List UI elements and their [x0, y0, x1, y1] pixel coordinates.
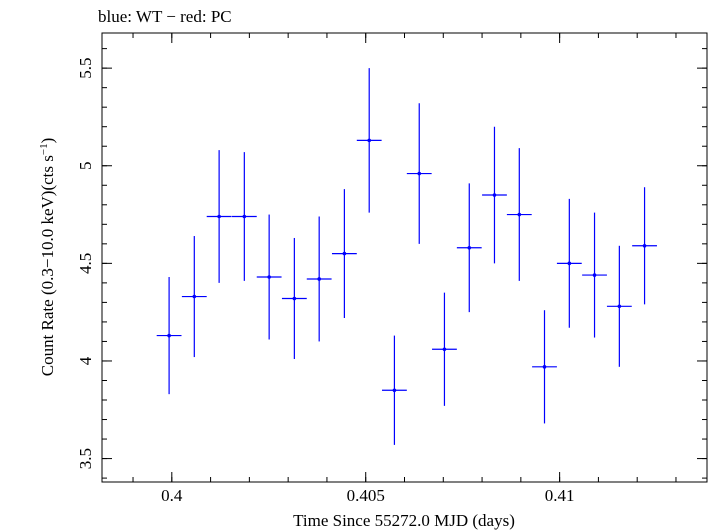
y-tick-label: 4 [76, 356, 95, 365]
point-marker [467, 245, 472, 250]
y-tick-label: 4.5 [76, 253, 95, 274]
data-point [356, 68, 382, 213]
data-point [632, 187, 657, 305]
point-marker [317, 277, 321, 281]
point-marker [217, 214, 221, 219]
point-marker [592, 273, 597, 277]
y-tick-label: 3.5 [76, 448, 95, 469]
y-axis-label-exponent: −1 [38, 143, 50, 155]
data-point [256, 214, 282, 340]
data-point [506, 148, 532, 281]
data-points [156, 68, 657, 445]
point-marker [267, 275, 271, 279]
point-marker [542, 365, 547, 369]
data-point [181, 236, 207, 358]
data-point [382, 335, 407, 445]
x-tick-label: 0.4 [161, 486, 183, 505]
point-marker [492, 193, 497, 197]
data-point [432, 292, 457, 406]
data-point [582, 212, 607, 338]
data-point [406, 103, 432, 244]
point-marker [342, 251, 347, 256]
y-tick-label: 5 [76, 161, 95, 170]
y-axis-label-close: ) [38, 138, 57, 144]
axis-ticks [102, 33, 707, 482]
plot-frame [101, 32, 708, 483]
point-marker [417, 171, 422, 176]
point-marker [292, 296, 297, 301]
point-marker [617, 304, 622, 309]
data-point [456, 183, 482, 313]
point-marker [242, 214, 247, 219]
point-marker [517, 212, 522, 217]
point-marker [167, 333, 171, 338]
y-tick-label: 5.5 [76, 58, 95, 79]
point-marker [442, 347, 447, 352]
data-point [281, 237, 307, 360]
data-point [606, 245, 632, 367]
data-point [331, 189, 357, 319]
y-axis-label: Count Rate (0.3−10.0 keV)(cts s−1) [38, 138, 57, 377]
point-marker [392, 388, 397, 393]
data-point [306, 216, 332, 342]
point-marker [642, 243, 647, 248]
x-axis-label: Time Since 55272.0 MJD (days) [293, 511, 515, 530]
x-tick-label: 0.41 [545, 486, 575, 505]
data-point [556, 198, 582, 328]
point-marker [367, 138, 372, 143]
data-point [482, 126, 507, 264]
chart-title: blue: WT − red: PC [98, 7, 232, 26]
data-point [532, 310, 557, 424]
y-axis-label-main: Count Rate (0.3−10.0 keV)(cts s [38, 155, 57, 376]
point-marker [192, 294, 197, 299]
point-marker [567, 261, 572, 266]
data-point [156, 277, 182, 395]
data-point [231, 152, 257, 281]
x-tick-label: 0.405 [347, 486, 385, 505]
data-point [206, 150, 232, 283]
axis-tick-labels: 0.4 0.405 0.41 3.5 4 4.5 5 5.5 [76, 58, 575, 505]
